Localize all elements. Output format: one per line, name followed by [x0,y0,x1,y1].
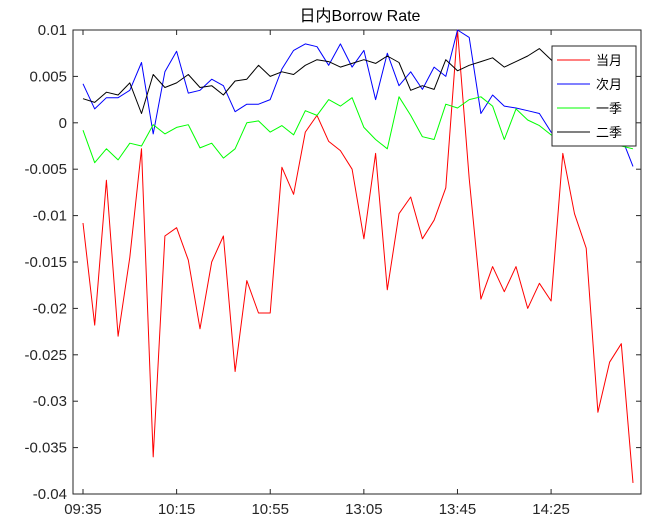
series-line-1 [82,29,634,483]
y-tick-label: 0.005 [29,68,67,85]
series-line-3 [82,96,634,164]
chart-title: 日内Borrow Rate [300,7,421,25]
legend-box [551,45,637,147]
series-line-2 [82,29,634,167]
legend-label: 次月 [596,77,622,93]
y-tick-label: 0 [59,115,67,132]
y-tick-label: -0.005 [24,161,67,178]
plot-frame [72,29,642,495]
x-tick-label: 14:25 [532,501,570,518]
y-tick-label: -0.035 [24,440,67,457]
x-tick-label: 10:15 [158,501,196,518]
x-tick-label: 13:05 [345,501,383,518]
x-tick-label: 10:55 [251,501,289,518]
y-tick-label: -0.015 [24,254,67,271]
y-tick-label: -0.01 [33,208,67,225]
y-tick-label: -0.03 [33,393,67,410]
y-tick-label: -0.025 [24,347,67,364]
y-tick-label: 0.01 [38,22,67,39]
x-tick-label: 13:45 [439,501,477,518]
series-layer [82,29,634,483]
legend-label: 当月 [596,54,622,69]
x-tick-label: 09:35 [64,501,102,518]
legend-label: 一季 [596,102,622,117]
series-line-4 [82,48,634,114]
legend-label: 二季 [596,126,622,141]
y-tick-label: -0.02 [33,300,67,317]
plot-area [72,29,642,495]
axes: 0.01 0.005 0 -0.005 -0.01 -0.015 -0.02 -0.025 -0… [24,22,641,518]
y-tick-label: -0.04 [33,486,67,503]
